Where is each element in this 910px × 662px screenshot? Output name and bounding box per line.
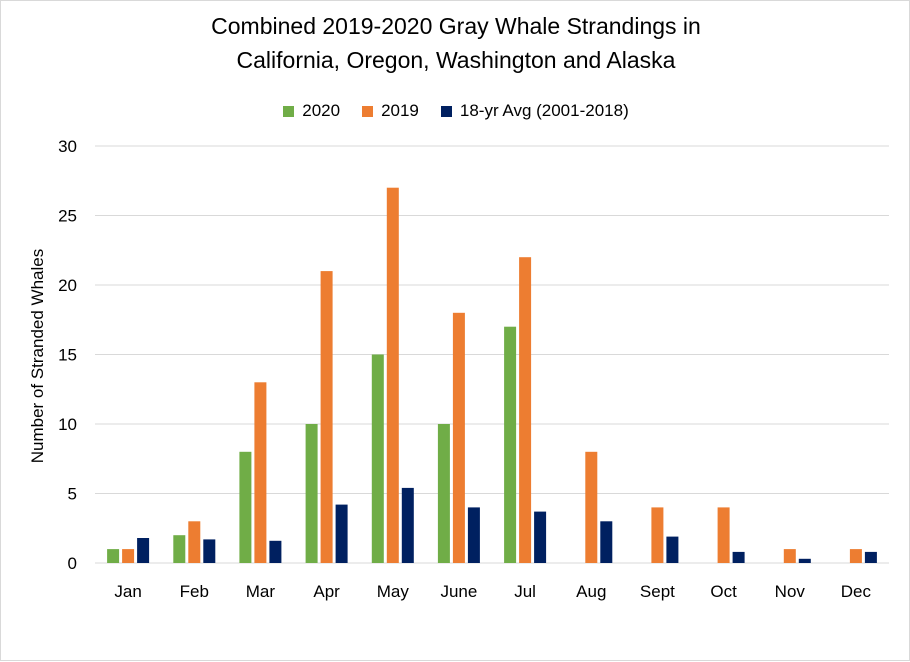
y-tick-label-5: 5 xyxy=(68,485,77,504)
bar-feb-2 xyxy=(203,539,216,563)
x-tick-label-mar: Mar xyxy=(246,582,276,601)
bar-sept-1 xyxy=(651,507,664,563)
bar-jan-2 xyxy=(137,538,150,563)
bar-nov-2 xyxy=(798,558,811,563)
x-tick-label-feb: Feb xyxy=(180,582,209,601)
bar-june-1 xyxy=(452,312,465,563)
bar-jul-0 xyxy=(504,326,517,563)
bar-apr-0 xyxy=(305,424,318,563)
bar-dec-2 xyxy=(864,551,877,563)
bar-sept-2 xyxy=(666,536,679,563)
bar-aug-1 xyxy=(585,451,598,563)
legend-swatch-2019 xyxy=(362,105,374,117)
legend-item-2019: 2019 xyxy=(362,101,419,121)
x-axis-ticks: Jan Feb Mar Apr May June Jul Aug Sept Oct Nov Dec xyxy=(114,582,871,601)
x-tick-label-jul: Jul xyxy=(514,582,536,601)
bar-jan-0 xyxy=(107,549,120,563)
bar-may-0 xyxy=(371,354,384,563)
x-tick-label-may: May xyxy=(377,582,410,601)
legend-item-avg: 18-yr Avg (2001-2018) xyxy=(440,101,629,121)
y-tick-label-0: 0 xyxy=(68,554,77,573)
x-tick-label-dec: Dec xyxy=(841,582,872,601)
bar-may-2 xyxy=(401,487,414,563)
legend-label-avg: 18-yr Avg (2001-2018) xyxy=(459,101,629,120)
x-tick-label-june: June xyxy=(440,582,477,601)
legend-item-2020: 2020 xyxy=(283,101,340,121)
bar-jul-2 xyxy=(534,511,547,563)
x-tick-label-sept: Sept xyxy=(640,582,675,601)
bar-mar-1 xyxy=(254,382,267,563)
legend-label-2020: 2020 xyxy=(302,101,341,120)
y-tick-label-30: 30 xyxy=(58,137,77,156)
bar-feb-0 xyxy=(173,535,186,563)
bar-dec-1 xyxy=(849,549,862,563)
y-tick-label-20: 20 xyxy=(58,276,77,295)
bar-jan-1 xyxy=(122,549,135,563)
bars xyxy=(107,187,877,563)
bar-june-0 xyxy=(437,424,450,563)
bar-aug-2 xyxy=(600,521,613,563)
x-tick-label-oct: Oct xyxy=(710,582,737,601)
chart-title-line-2: California, Oregon, Washington and Alask… xyxy=(236,47,676,73)
gridlines xyxy=(95,145,889,564)
bar-oct-1 xyxy=(717,507,730,563)
bar-may-1 xyxy=(386,187,399,563)
bar-apr-1 xyxy=(320,271,333,563)
bar-nov-1 xyxy=(783,549,796,563)
x-tick-label-aug: Aug xyxy=(576,582,606,601)
legend-swatch-avg xyxy=(440,105,452,117)
legend-label-2019: 2019 xyxy=(381,101,419,120)
x-tick-label-jan: Jan xyxy=(114,582,141,601)
legend-swatch-2020 xyxy=(283,105,295,117)
x-tick-label-nov: Nov xyxy=(775,582,806,601)
bar-mar-0 xyxy=(239,451,252,563)
y-tick-label-10: 10 xyxy=(58,415,77,434)
bar-mar-2 xyxy=(269,540,282,563)
y-axis-ticks: 0 5 10 15 20 25 30 xyxy=(58,137,77,573)
bar-feb-1 xyxy=(188,521,201,563)
y-tick-label-25: 25 xyxy=(58,207,77,226)
bar-apr-2 xyxy=(335,504,348,563)
x-tick-label-apr: Apr xyxy=(313,582,340,601)
chart-title-line-1: Combined 2019-2020 Gray Whale Strandings… xyxy=(211,13,701,39)
bar-jul-1 xyxy=(519,257,532,563)
chart-legend: 2020 2019 18-yr Avg (2001-2018) xyxy=(1,101,910,121)
y-tick-label-15: 15 xyxy=(58,346,77,365)
bar-june-2 xyxy=(467,507,480,563)
bar-oct-2 xyxy=(732,551,745,563)
y-axis-title: Number of Stranded Whales xyxy=(28,249,47,464)
